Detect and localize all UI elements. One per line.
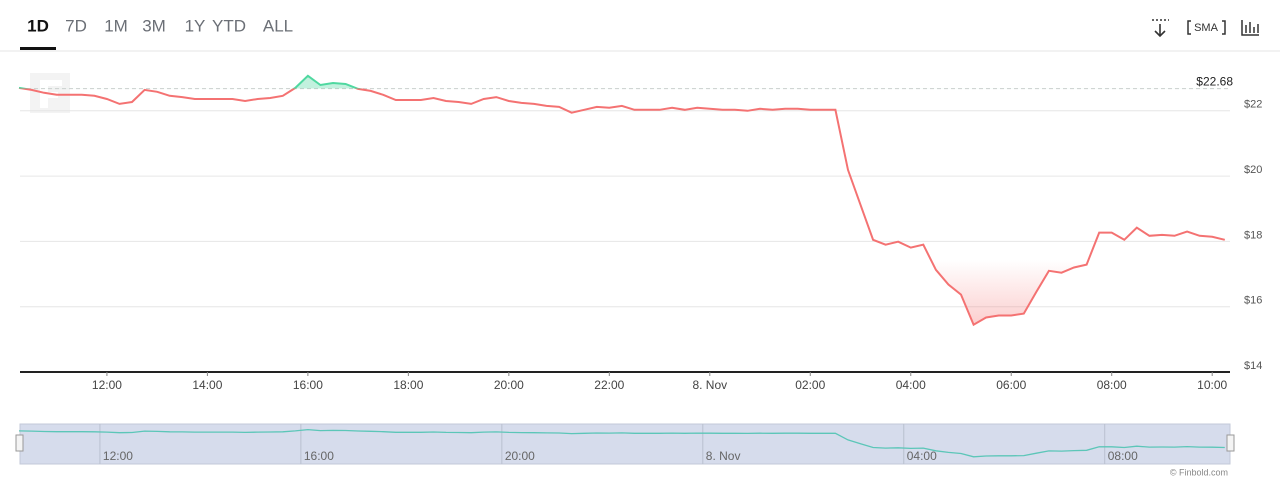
range-tab[interactable]: ALL <box>263 16 293 35</box>
range-tab[interactable]: 1Y <box>185 16 206 35</box>
x-tick-label: 10:00 <box>1197 378 1227 392</box>
y-tick-label: $16 <box>1244 295 1262 307</box>
navigator-tick-label: 16:00 <box>304 449 334 463</box>
x-tick-label: 18:00 <box>393 378 423 392</box>
navigator-tick-label: 08:00 <box>1108 449 1138 463</box>
navigator-line <box>18 428 1225 458</box>
range-tab[interactable]: YTD <box>212 16 246 35</box>
y-tick-label: $22 <box>1244 99 1262 111</box>
baseline-label: $22.68 <box>1196 75 1233 89</box>
x-tick-label: 08:00 <box>1097 378 1127 392</box>
sma-button[interactable]: SMA <box>1187 20 1226 35</box>
download-icon[interactable] <box>1152 19 1169 38</box>
y-tick-label: $14 <box>1244 360 1262 372</box>
range-tab[interactable]: 1M <box>104 16 128 35</box>
navigator-tick-label: 8. Nov <box>706 449 741 463</box>
y-tick-label: $20 <box>1244 164 1262 176</box>
range-tab[interactable]: 3M <box>142 16 166 35</box>
x-tick-label: 20:00 <box>494 378 524 392</box>
range-tab[interactable]: 1D <box>27 16 49 35</box>
x-tick-label: 06:00 <box>996 378 1026 392</box>
navigator-window[interactable] <box>19 423 1231 465</box>
x-tick-label: 04:00 <box>896 378 926 392</box>
x-tick-label: 12:00 <box>92 378 122 392</box>
navigator-handle[interactable] <box>15 434 24 452</box>
navigator-handle[interactable] <box>1226 434 1235 452</box>
area-down <box>23 88 1225 325</box>
navigator-tick-label: 12:00 <box>103 449 133 463</box>
x-tick-label: 02:00 <box>795 378 825 392</box>
range-tab[interactable]: 7D <box>65 16 87 35</box>
x-tick-label: 22:00 <box>594 378 624 392</box>
sma-label[interactable]: SMA <box>1194 22 1219 34</box>
chart-type-icon[interactable] <box>1241 20 1259 36</box>
price-line <box>18 74 1226 327</box>
active-tab-underline <box>20 47 56 50</box>
navigator-tick-label: 20:00 <box>505 449 535 463</box>
navigator-tick-label: 04:00 <box>907 449 937 463</box>
credit: © Finbold.com <box>1170 467 1228 477</box>
x-tick-label: 16:00 <box>293 378 323 392</box>
x-tick-label: 8. Nov <box>692 378 727 392</box>
y-tick-label: $18 <box>1244 229 1262 241</box>
x-tick-label: 14:00 <box>192 378 222 392</box>
